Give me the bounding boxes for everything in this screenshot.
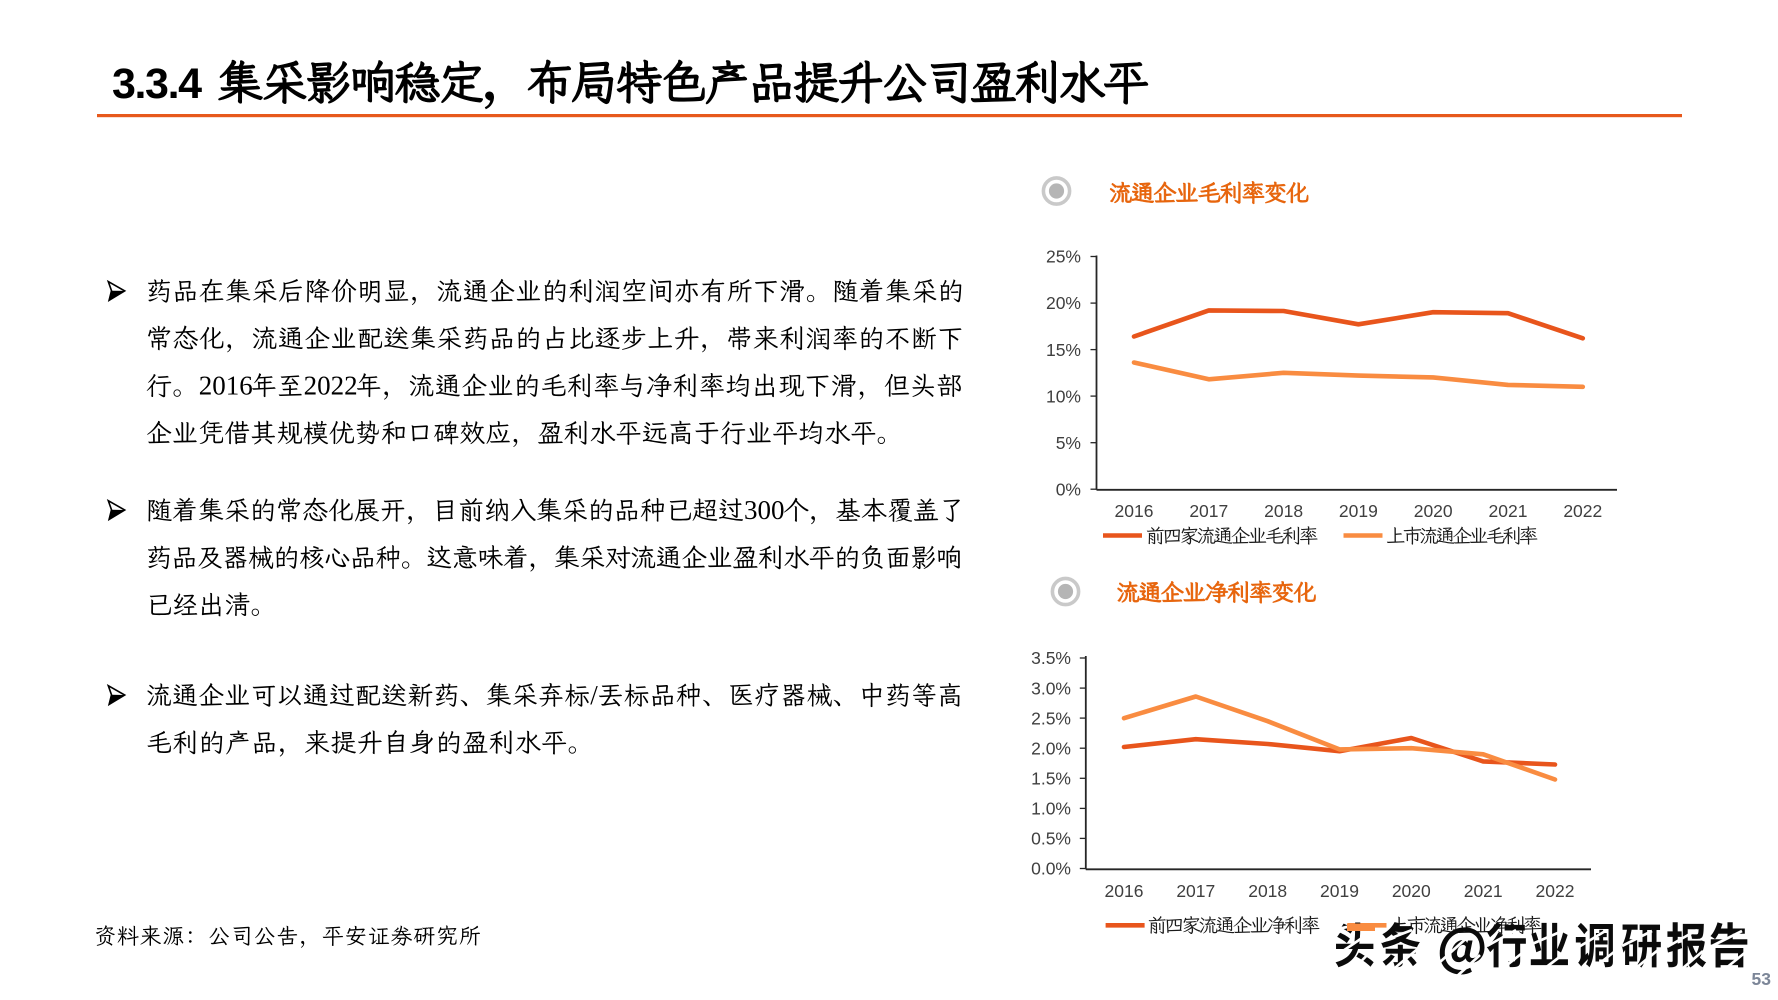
svg-text:2016: 2016 (199, 371, 253, 401)
svg-text:2.0%: 2.0% (1031, 738, 1071, 758)
svg-text:0%: 0% (1056, 479, 1081, 499)
svg-text:2018: 2018 (1264, 501, 1303, 521)
svg-text:2021: 2021 (1464, 881, 1503, 901)
svg-text:0.5%: 0.5% (1031, 829, 1071, 849)
svg-text:53: 53 (1752, 969, 1772, 989)
svg-text:1.0%: 1.0% (1031, 799, 1071, 819)
svg-text:25%: 25% (1046, 247, 1081, 267)
svg-text:2016: 2016 (1105, 881, 1144, 901)
svg-text:0.0%: 0.0% (1031, 859, 1071, 879)
svg-text:5%: 5% (1056, 433, 1081, 453)
svg-text:20%: 20% (1046, 293, 1081, 313)
svg-text:2018: 2018 (1248, 881, 1287, 901)
svg-text:2022: 2022 (1563, 501, 1602, 521)
svg-text:2021: 2021 (1489, 501, 1528, 521)
svg-text:2022: 2022 (304, 371, 358, 401)
svg-text:2019: 2019 (1339, 501, 1378, 521)
svg-text:3.0%: 3.0% (1031, 678, 1071, 698)
svg-text:3.5%: 3.5% (1031, 648, 1071, 668)
svg-text:2.5%: 2.5% (1031, 708, 1071, 728)
svg-text:15%: 15% (1046, 340, 1081, 360)
svg-text:300: 300 (744, 495, 785, 525)
svg-text:2017: 2017 (1189, 501, 1228, 521)
svg-text:2020: 2020 (1414, 501, 1453, 521)
svg-text:10%: 10% (1046, 386, 1081, 406)
svg-text:2017: 2017 (1176, 881, 1215, 901)
svg-text:3.3.4: 3.3.4 (112, 60, 202, 108)
svg-text:2020: 2020 (1392, 881, 1431, 901)
svg-text:1.5%: 1.5% (1031, 769, 1071, 789)
svg-text:2016: 2016 (1115, 501, 1154, 521)
svg-text:/: / (590, 680, 598, 710)
svg-text:2019: 2019 (1320, 881, 1359, 901)
svg-text:2022: 2022 (1536, 881, 1575, 901)
